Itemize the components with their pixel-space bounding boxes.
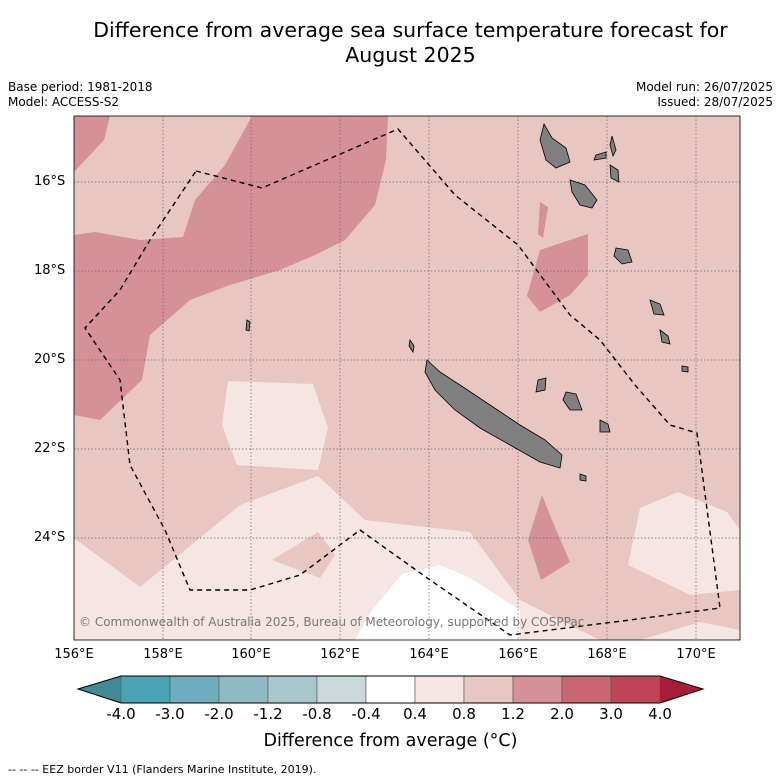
colorbar-segment [218,675,269,704]
colorbar-segment [120,675,171,704]
eez-border [84,128,721,636]
map-title-line1: Difference from average sea surface temp… [93,18,728,42]
copyright-notice: © Commonwealth of Australia 2025, Bureau… [79,615,585,629]
colorbar-segment [316,675,367,704]
mare-island [599,419,611,433]
anomaly-patch-0-8-to-1-2 [272,532,335,578]
anomaly-region-1-2-to-2-0-northwest [74,116,388,420]
lon-label-168e: 168°E [587,647,627,662]
colorbar-segment [414,675,465,704]
lon-label-166e: 166°E [498,647,538,662]
vanuatu-island-small-1 [609,135,617,158]
meta-left: Base period: 1981-2018 Model: ACCESS-S2 [8,80,153,110]
colorbar-title: Difference from average (°C) [263,731,518,751]
colorbar-tick: -0.8 [302,705,332,723]
colorbar-tick: -4.0 [106,705,136,723]
lon-label-170e: 170°E [676,647,716,662]
belep-island [408,338,415,354]
map-title-line2: August 2025 [345,43,476,67]
colorbar-segment [169,675,220,704]
colorbar-outline [76,675,705,704]
colorbar-extend-high [660,676,703,703]
colorbar-tick: -2.0 [204,705,234,723]
colorbar [76,675,705,704]
colorbar-tick: 4.0 [648,705,672,723]
anomaly-region-0-4-to-0-8-southeast [640,622,740,640]
anomaly-region-neutral [355,565,520,640]
erromango-island [649,299,665,316]
isle-of-pines-island [579,473,587,482]
lat-label-22s: 22°S [34,441,66,456]
lat-label-16s: 16°S [34,174,66,189]
colorbar-segment [365,675,416,704]
malekula-island [569,179,598,209]
colorbar-tick: 0.4 [403,705,427,723]
land-masses [245,122,689,482]
colorbar-tick: -3.0 [155,705,185,723]
vanuatu-island-small-3 [609,164,620,183]
lat-label-20s: 20°S [34,352,66,367]
anomaly-region-0-4-to-0-8-central [222,381,328,470]
anomaly-region-1-2-to-2-0-thin [538,202,548,238]
espiritu-santo-island [539,122,571,169]
issued-label: Issued: 28/07/2025 [657,95,773,109]
meta-right: Model run: 26/07/2025 Issued: 28/07/2025 [636,80,773,110]
eez-legend-note: -- -- -- EEZ border V11 (Flanders Marine… [8,763,317,776]
chesterfield-island [245,319,251,332]
colorbar-segment [463,675,514,704]
colorbar-tick: 2.0 [550,705,574,723]
colorbar-tick: 0.8 [452,705,476,723]
colorbar-segment [610,675,661,704]
anomaly-region-1-2-to-2-0-corner [74,116,110,172]
anomaly-region-1-2-to-2-0-east [527,234,588,312]
lifou-island [562,391,583,411]
model-label: Model: ACCESS-S2 [8,95,120,109]
tanna-island [659,329,671,345]
anomaly-region-0-4-to-0-8-east [628,492,740,595]
lon-label-162e: 162°E [320,647,360,662]
vanuatu-island-small-2 [593,151,607,161]
lat-label-24s: 24°S [34,530,66,545]
colorbar-tick: -1.2 [253,705,283,723]
lon-label-156e: 156°E [54,647,94,662]
colorbar-segment [512,675,563,704]
lat-label-18s: 18°S [34,263,66,278]
colorbar-segment [267,675,318,704]
colorbar-extend-low [78,676,121,703]
colorbar-tick: -0.4 [351,705,381,723]
efate-island [613,247,633,265]
colorbar-segment [561,675,612,704]
colorbar-tick: 3.0 [599,705,623,723]
model-run-label: Model run: 26/07/2025 [635,80,773,94]
colorbar-tick: 1.2 [501,705,525,723]
map-area [74,116,740,640]
map-frame [73,115,741,641]
map-title: Difference from average sea surface temp… [40,18,781,68]
new-caledonia-island [424,359,563,469]
matthew-island [681,365,689,373]
lon-label-158e: 158°E [143,647,183,662]
ouvea-island [535,377,547,393]
map-gridlines [74,116,740,640]
lon-label-160e: 160°E [231,647,271,662]
base-period-label: Base period: 1981-2018 [8,80,153,94]
anomaly-region-1-2-to-2-0-south [528,495,570,580]
lon-label-164e: 164°E [409,647,449,662]
